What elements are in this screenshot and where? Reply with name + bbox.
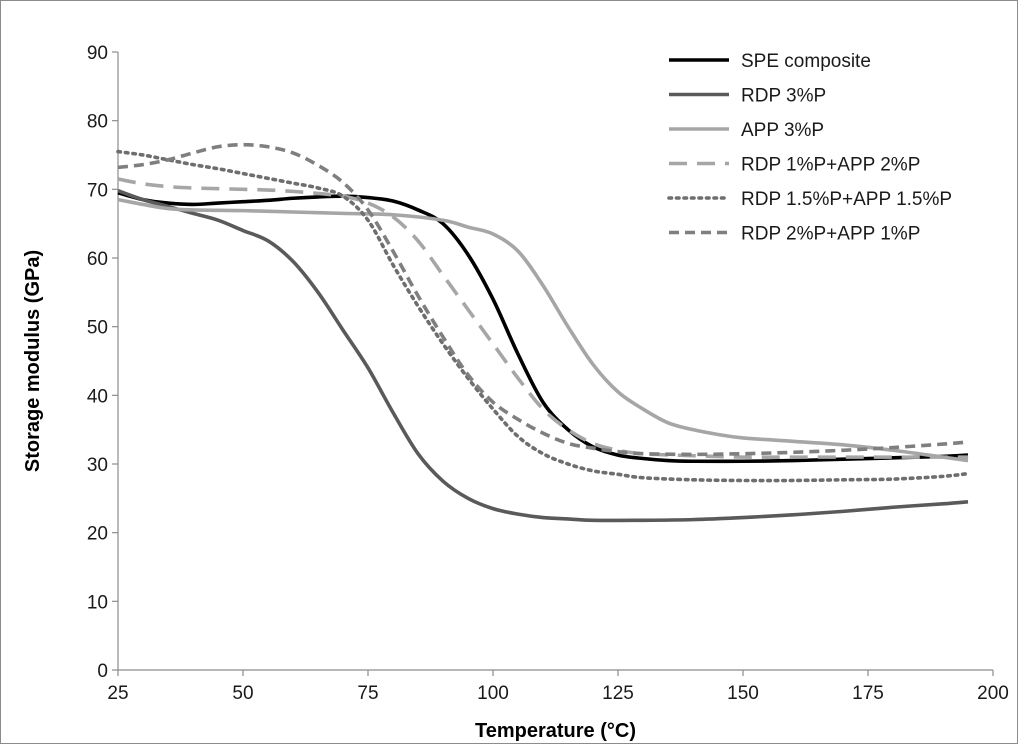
series-line-rdp-1-p-app-2-p xyxy=(117,177,968,460)
legend-label-rdp-1-5-p-app-1-5-p: RDP 1.5%P+APP 1.5%P xyxy=(741,189,952,210)
legend: SPE composite RDP 3%P APP 3%P RDP 1%P+APP 2… xyxy=(667,51,952,245)
axes: 0 10 20 30 40 50 60 70 80 90 25 50 75 100 125 150 175 200 xyxy=(87,43,1009,704)
y-tick-label: 70 xyxy=(87,180,108,201)
x-tick-label: 175 xyxy=(852,683,884,704)
legend-label-rdp-2-p-app-1-p: RDP 2%P+APP 1%P xyxy=(741,224,920,245)
x-tick-label: 125 xyxy=(602,683,634,704)
x-tick-label: 50 xyxy=(232,683,253,704)
legend-label-rdp-1-p-app-2-p: RDP 1%P+APP 2%P xyxy=(741,155,920,176)
x-tick-label: 150 xyxy=(727,683,759,704)
series-line-app-3-p xyxy=(117,197,969,463)
series-line-spe-composite xyxy=(117,191,969,464)
y-tick-label: 90 xyxy=(87,43,108,64)
x-tick-label: 25 xyxy=(107,683,128,704)
y-tick-label: 60 xyxy=(87,249,108,270)
legend-label-rdp-3-p: RDP 3%P xyxy=(741,86,826,107)
y-tick-label: 10 xyxy=(87,592,108,613)
y-tick-label: 80 xyxy=(87,112,108,133)
y-tick-label: 30 xyxy=(87,455,108,476)
legend-label-app-3-p: APP 3%P xyxy=(741,120,824,141)
y-tick-label: 50 xyxy=(87,318,108,339)
x-tick-label: 200 xyxy=(977,683,1009,704)
y-tick-label: 20 xyxy=(87,524,108,545)
series-lines xyxy=(116,142,970,523)
series-line-rdp-1-5-p-app-1-5-p xyxy=(116,149,970,483)
x-tick-label: 100 xyxy=(477,683,509,704)
series-line-rdp-2-p-app-1-p xyxy=(117,142,969,457)
x-axis-title: Temperature (°C) xyxy=(475,720,636,742)
series-line-rdp-3-p xyxy=(117,189,969,523)
y-axis-title: Storage modulus (GPa) xyxy=(22,250,44,472)
y-tick-label: 0 xyxy=(97,661,108,682)
y-tick-label: 40 xyxy=(87,386,108,407)
legend-label-spe-composite: SPE composite xyxy=(741,51,871,72)
x-tick-label: 75 xyxy=(357,683,378,704)
